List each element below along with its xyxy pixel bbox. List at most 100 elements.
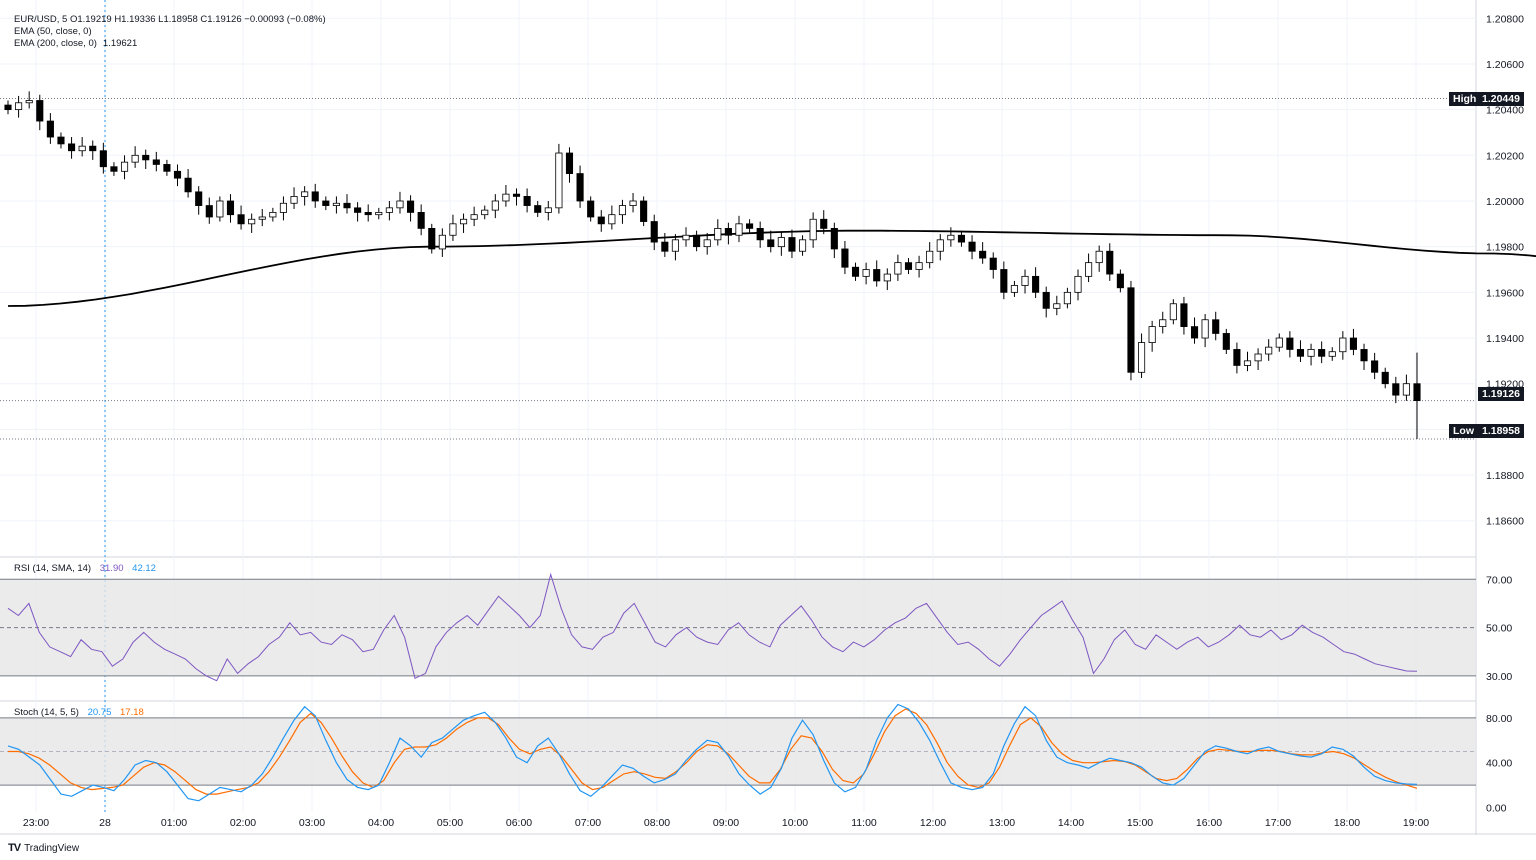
candle-body bbox=[470, 214, 478, 220]
candle-body bbox=[1243, 360, 1252, 366]
candle-body bbox=[25, 100, 33, 104]
candle-body bbox=[1318, 349, 1326, 357]
candle-body bbox=[407, 200, 415, 213]
stoch-label: Stoch (14, 5, 5) bbox=[14, 707, 79, 718]
stoch-k-value: 20.75 bbox=[87, 707, 112, 718]
candle-body bbox=[216, 200, 224, 218]
candle-body bbox=[1307, 349, 1315, 357]
brand-text: TradingView bbox=[24, 842, 80, 854]
price-tick-label: 1.20600 bbox=[1486, 59, 1524, 71]
candle-body bbox=[163, 164, 171, 172]
time-tick-label: 28 bbox=[99, 817, 111, 829]
time-tick-label: 08:00 bbox=[644, 817, 670, 829]
candle-body bbox=[481, 209, 489, 216]
candle-body bbox=[1392, 383, 1400, 396]
candle-body bbox=[269, 212, 277, 218]
candle-body bbox=[724, 227, 732, 236]
candle-body bbox=[142, 154, 150, 161]
candle-body bbox=[1296, 349, 1305, 357]
time-tick-label: 07:00 bbox=[575, 817, 601, 829]
candle-body bbox=[1010, 285, 1018, 293]
candle-body bbox=[512, 193, 521, 197]
tradingview-brand[interactable]: TV TradingView bbox=[8, 842, 79, 854]
candle-body bbox=[629, 200, 637, 206]
candle-body bbox=[78, 145, 86, 152]
candle-body bbox=[438, 234, 446, 250]
candle-body bbox=[1042, 291, 1050, 309]
candle-body bbox=[904, 262, 913, 270]
candle-body bbox=[131, 154, 139, 163]
time-tick-label: 13:00 bbox=[989, 817, 1015, 829]
candle-body bbox=[184, 177, 192, 193]
candle-body bbox=[798, 239, 807, 252]
candle-body bbox=[1106, 250, 1114, 275]
candle-body bbox=[714, 227, 722, 241]
candle-body bbox=[830, 227, 838, 250]
candle-body bbox=[173, 170, 182, 179]
candle-body bbox=[820, 218, 828, 229]
candle-body bbox=[1222, 333, 1230, 350]
candle-body bbox=[693, 234, 701, 248]
candle-body bbox=[1180, 303, 1188, 328]
candle-body bbox=[544, 207, 552, 213]
candle-body bbox=[15, 102, 23, 111]
candle-body bbox=[152, 159, 160, 165]
candle-body bbox=[57, 136, 65, 145]
rsi-value: 31.90 bbox=[99, 563, 124, 574]
candle-body bbox=[650, 221, 658, 243]
candle-body bbox=[894, 262, 902, 275]
low-label-badge: Low bbox=[1449, 424, 1478, 438]
candle-body bbox=[1148, 326, 1156, 343]
candle-body bbox=[851, 266, 860, 277]
symbol-ohlc-text: EUR/USD, 5 O1.19219 H1.19336 L1.18958 C1… bbox=[14, 14, 326, 25]
candle-body bbox=[46, 120, 54, 138]
time-tick-label: 16:00 bbox=[1196, 817, 1222, 829]
price-tick-label: 1.19600 bbox=[1486, 287, 1524, 299]
candle-body bbox=[364, 212, 372, 216]
last-price-badge: 1.19126 bbox=[1478, 387, 1524, 401]
price-tick-label: 1.20800 bbox=[1486, 13, 1524, 25]
stoch-legend: Stoch (14, 5, 5) 20.75 17.18 bbox=[14, 707, 144, 719]
candle-body bbox=[120, 161, 129, 172]
candle-body bbox=[968, 241, 976, 252]
candle-body bbox=[1085, 262, 1093, 277]
candle-body bbox=[258, 216, 266, 220]
candle-body bbox=[756, 227, 764, 241]
time-tick-label: 15:00 bbox=[1127, 817, 1153, 829]
candle-body bbox=[385, 207, 393, 213]
time-tick-label: 09:00 bbox=[713, 817, 739, 829]
time-tick-label: 11:00 bbox=[851, 817, 877, 829]
candle-body bbox=[4, 104, 12, 111]
candle-body bbox=[354, 207, 362, 213]
candle-body bbox=[767, 239, 775, 248]
ema50-legend: EMA (50, close, 0) bbox=[14, 26, 92, 37]
candle-body bbox=[534, 205, 542, 213]
candle-body bbox=[226, 200, 235, 216]
candle-body bbox=[68, 143, 76, 152]
candle-body bbox=[396, 200, 404, 209]
price-tick-label: 1.19400 bbox=[1486, 333, 1524, 345]
candle-body bbox=[1286, 337, 1294, 350]
price-tick-label: 1.19800 bbox=[1486, 242, 1524, 254]
candle-body bbox=[1169, 303, 1177, 321]
candle-body bbox=[947, 234, 955, 241]
candle-body bbox=[110, 166, 118, 172]
candle-body bbox=[1212, 319, 1220, 334]
candle-body bbox=[936, 239, 944, 252]
time-tick-label: 01:00 bbox=[161, 817, 187, 829]
candle-body bbox=[36, 100, 44, 122]
candle-body bbox=[703, 239, 711, 248]
candle-body bbox=[926, 250, 934, 264]
candle-body bbox=[1360, 349, 1368, 362]
stoch-k-line bbox=[7, 703, 1418, 802]
ema200-value: 1.19621 bbox=[102, 38, 138, 49]
candle-body bbox=[1413, 383, 1421, 402]
rsi-tick-label: 30.00 bbox=[1486, 671, 1512, 683]
time-tick-label: 23:00 bbox=[23, 817, 49, 829]
time-tick-label: 06:00 bbox=[506, 817, 532, 829]
candle-body bbox=[1021, 275, 1029, 286]
candle-body bbox=[1159, 319, 1167, 328]
stoch-tick-label: 0.00 bbox=[1486, 803, 1507, 815]
price-tick-label: 1.18600 bbox=[1486, 516, 1524, 528]
